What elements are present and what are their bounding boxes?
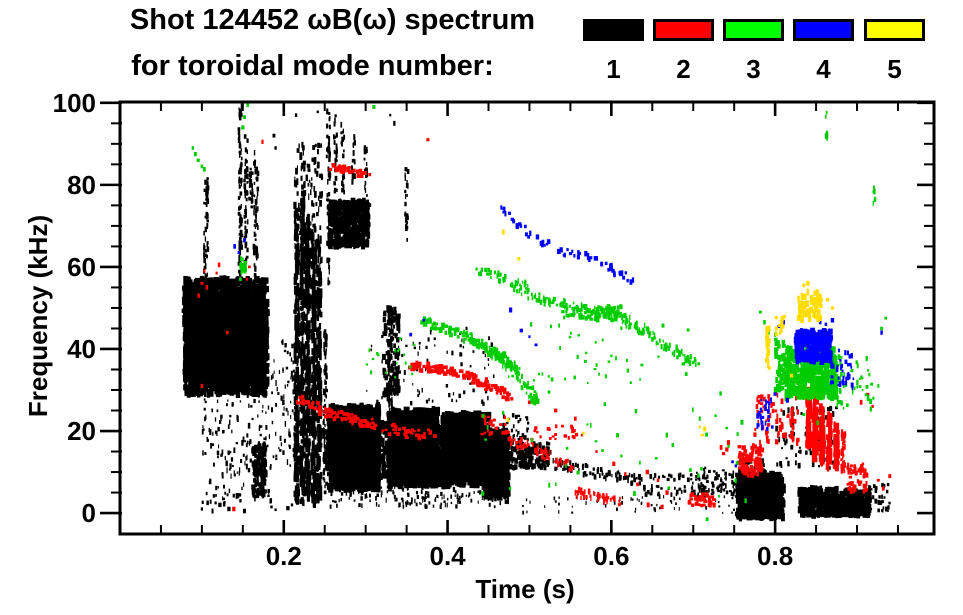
x-tick-label: 0.2 <box>265 541 302 571</box>
legend-label-mode-1: 1 <box>606 54 621 84</box>
y-tick-label: 60 <box>67 251 96 282</box>
y-tick-label: 0 <box>81 498 96 529</box>
legend-item-mode-2: 2 <box>653 19 714 85</box>
x-axis-title: Time (s) <box>475 574 575 604</box>
legend-item-mode-1: 1 <box>583 19 644 85</box>
legend-item-mode-4: 4 <box>793 19 854 85</box>
legend-label-mode-2: 2 <box>676 54 691 84</box>
legend-swatch-mode-1 <box>583 19 644 41</box>
y-tick-label: 40 <box>67 333 96 364</box>
legend-label-mode-4: 4 <box>816 54 831 84</box>
x-tick-label: 0.6 <box>593 541 630 571</box>
legend-swatch-mode-5 <box>864 19 925 41</box>
chart-title: Shot 124452 ωB(ω) spectrum <box>129 4 536 36</box>
legend-item-mode-3: 3 <box>723 19 784 85</box>
legend-label-mode-5: 5 <box>887 54 902 84</box>
chart-subtitle: for toroidal mode number: <box>131 50 494 82</box>
legend-swatch-mode-2 <box>653 19 714 41</box>
legend-item-mode-5: 5 <box>864 19 925 85</box>
y-tick-label: 80 <box>67 169 96 200</box>
legend-label-mode-3: 3 <box>746 54 761 84</box>
y-tick-label: 100 <box>52 87 96 118</box>
y-tick-label: 20 <box>67 416 96 447</box>
legend-swatch-mode-3 <box>723 19 784 41</box>
legend-swatch-mode-4 <box>793 19 854 41</box>
x-tick-label: 0.8 <box>757 541 794 571</box>
x-tick-label: 0.4 <box>429 541 466 571</box>
